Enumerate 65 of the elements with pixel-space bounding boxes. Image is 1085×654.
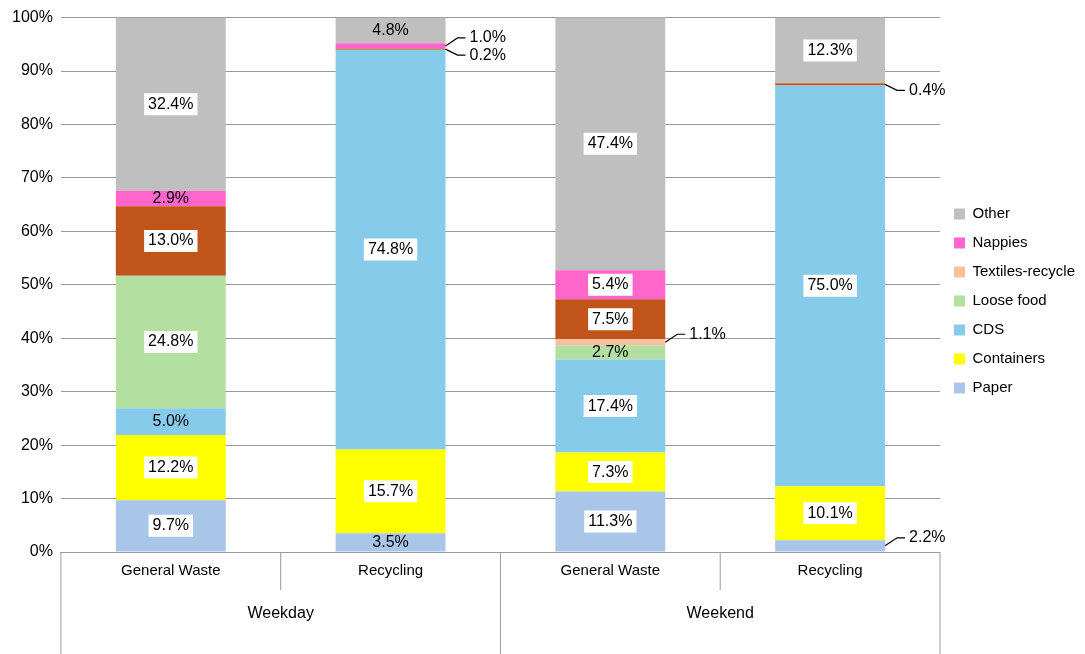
y-tick-label: 60% [20, 221, 53, 239]
data-label: 7.3% [592, 462, 629, 480]
bar [775, 83, 886, 86]
bar [775, 85, 886, 487]
legend-label: Loose food [972, 291, 1047, 309]
y-tick-label: 100% [12, 8, 53, 26]
data-label: 1.1% [689, 324, 726, 342]
text: Weekend [686, 604, 754, 622]
data-label: 9.7% [152, 516, 190, 534]
data-label: 5.4% [592, 275, 629, 293]
legend-label: Paper [972, 378, 1013, 396]
data-label: 4.8% [372, 20, 409, 38]
bar [555, 359, 666, 453]
bar [335, 43, 446, 49]
data-label: 0.4% [909, 80, 946, 98]
data-label: 11.3% [588, 511, 633, 529]
x-tick-label: General Waste [121, 561, 221, 579]
bar [555, 17, 666, 271]
x-tick-label: General Waste [560, 561, 661, 579]
bar [335, 49, 446, 450]
bar [115, 408, 226, 435]
data-label: 1.0% [469, 28, 506, 46]
y-tick-label: 30% [20, 382, 53, 400]
data-label: 2.9% [152, 188, 190, 206]
data-label: 12.2% [148, 457, 194, 475]
bar [555, 345, 666, 360]
legend-label: Nappies [972, 233, 1028, 251]
data-label: 2.2% [909, 528, 946, 546]
bar [115, 275, 226, 409]
data-label: 47.4% [587, 134, 634, 152]
legend-label: CDS [972, 320, 1005, 338]
data-label: 17.4% [587, 396, 634, 414]
x-tick-label: Recycling [358, 561, 424, 579]
bar [335, 449, 446, 534]
y-tick-label: 10% [20, 488, 53, 506]
y-tick-label: 50% [20, 275, 53, 293]
y-tick-label: 80% [20, 114, 53, 132]
data-label: 75.0% [807, 276, 853, 294]
y-tick-label: 40% [20, 328, 53, 346]
data-label: 5.0% [152, 412, 190, 430]
data-label: 15.7% [367, 481, 414, 499]
data-label: 32.4% [148, 94, 194, 112]
y-tick-label: 90% [20, 61, 53, 79]
data-label: 24.8% [148, 332, 194, 350]
y-tick-label: 70% [20, 168, 53, 186]
bar [115, 17, 226, 191]
bar [335, 533, 446, 552]
data-label: 74.8% [367, 239, 414, 257]
bar [775, 540, 886, 552]
data-label: 7.5% [592, 309, 629, 327]
data-label: 10.1% [807, 503, 853, 521]
legend-label: Other [972, 204, 1010, 222]
y-tick-label: 20% [20, 435, 53, 453]
y-tick-label: 0% [29, 542, 53, 560]
data-label: 3.5% [372, 532, 409, 550]
legend-label: Textiles-recycle [972, 262, 1076, 280]
data-label: 0.2% [469, 45, 506, 63]
data-label: 12.3% [807, 40, 853, 58]
text: Weekday [247, 604, 314, 622]
legend-label: Containers [972, 349, 1046, 367]
x-tick-label: Recycling [797, 561, 863, 579]
data-label: 2.7% [592, 342, 629, 360]
bar [555, 339, 666, 346]
bar [115, 206, 226, 276]
data-label: 13.0% [148, 231, 194, 249]
